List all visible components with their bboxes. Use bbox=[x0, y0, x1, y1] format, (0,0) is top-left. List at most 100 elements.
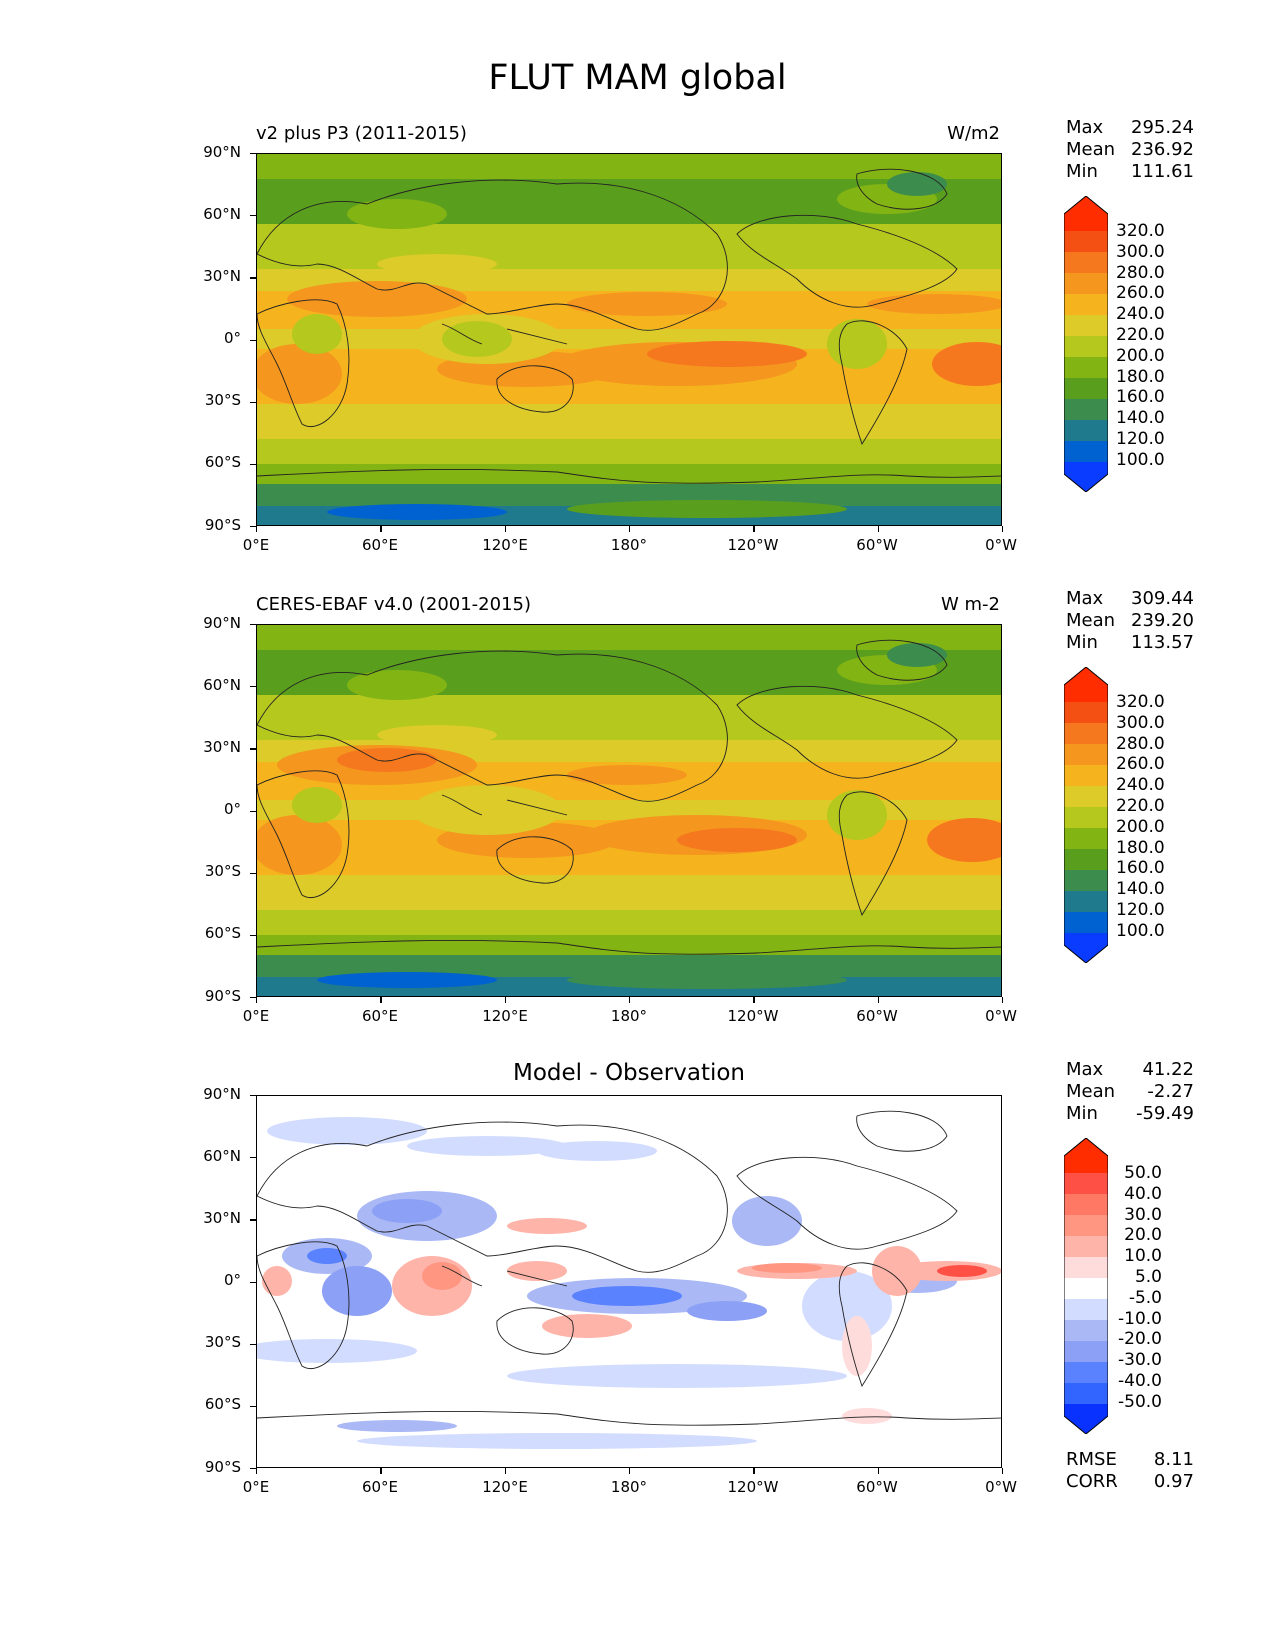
panel3-ytick-label: 30°N bbox=[203, 1209, 241, 1227]
colorbar-label: 280.0 bbox=[1116, 262, 1165, 283]
panel1-ytick-label: 30°S bbox=[204, 391, 241, 409]
x-tick-mark bbox=[380, 997, 382, 1003]
panel1-ytick-label: 0° bbox=[223, 329, 241, 347]
stat-label: Min bbox=[1066, 632, 1098, 653]
colorbar-label: 120.0 bbox=[1116, 428, 1165, 449]
colorbar-label: -50.0 bbox=[1118, 1391, 1162, 1412]
panel3-xtick-label: 120°W bbox=[727, 1478, 779, 1496]
colorbar-label: 120.0 bbox=[1116, 899, 1165, 920]
colorbar-label: 220.0 bbox=[1116, 324, 1165, 345]
y-tick-mark bbox=[250, 339, 256, 341]
y-tick-mark bbox=[250, 1281, 256, 1283]
x-tick-mark bbox=[753, 997, 755, 1003]
stat-label: Mean bbox=[1066, 610, 1116, 631]
colorbar-label: 300.0 bbox=[1116, 712, 1165, 733]
panel1-xtick-label: 120°W bbox=[727, 536, 779, 554]
x-tick-mark bbox=[1002, 526, 1004, 532]
stat-label: RMSE bbox=[1066, 1449, 1117, 1470]
panel3-ytick-label: 0° bbox=[223, 1271, 241, 1289]
panel1-colorbar-labels: 320.0 300.0 280.0 260.0 240.0 220.0 200.… bbox=[1116, 221, 1165, 471]
colorbar-label: 140.0 bbox=[1116, 879, 1165, 900]
stat-label: CORR bbox=[1066, 1471, 1118, 1492]
panel2-ytick-label: 0° bbox=[223, 800, 241, 818]
panel1-coastlines bbox=[257, 168, 1001, 484]
panel2-field bbox=[257, 625, 1001, 996]
stat-label: Min bbox=[1066, 161, 1098, 182]
panel1-ytick-label: 60°N bbox=[203, 205, 241, 223]
panel2-xtick-label: 0°E bbox=[242, 1007, 270, 1025]
stat-value: 41.22 bbox=[1142, 1059, 1194, 1080]
colorbar-label: -40.0 bbox=[1118, 1370, 1162, 1391]
stat-label: Max bbox=[1066, 1059, 1104, 1080]
x-tick-mark bbox=[753, 1468, 755, 1474]
panel3-ytick-label: 90°S bbox=[204, 1458, 241, 1476]
panel1-units: W/m2 bbox=[947, 123, 1000, 144]
y-tick-mark bbox=[250, 934, 256, 937]
panel3-colorbar-swatches bbox=[1064, 1138, 1108, 1434]
colorbar-label: 160.0 bbox=[1116, 387, 1165, 408]
stat-label: Min bbox=[1066, 1103, 1098, 1124]
colorbar-label: 100.0 bbox=[1116, 920, 1165, 941]
y-tick-mark bbox=[250, 1343, 256, 1345]
panel3-ytick-label: 30°S bbox=[204, 1333, 241, 1351]
colorbar-label: 280.0 bbox=[1116, 733, 1165, 754]
y-tick-mark bbox=[250, 215, 256, 217]
y-tick-mark bbox=[250, 810, 256, 812]
x-tick-mark bbox=[256, 997, 258, 1003]
stat-value: 0.97 bbox=[1153, 1471, 1194, 1492]
colorbar-label: 260.0 bbox=[1116, 283, 1165, 304]
panel2-colorbar bbox=[1064, 667, 1108, 963]
y-tick-mark bbox=[250, 526, 256, 528]
y-tick-mark bbox=[250, 1219, 256, 1221]
panel2-xtick-label: 120°W bbox=[727, 1007, 779, 1025]
panel2-left-title: CERES-EBAF v4.0 (2001-2015) bbox=[256, 594, 532, 615]
panel3-title: Model - Observation bbox=[512, 1060, 746, 1086]
x-tick-mark bbox=[877, 526, 879, 532]
y-tick-mark bbox=[250, 1157, 256, 1159]
panel1-ytick-label: 90°S bbox=[204, 516, 241, 534]
panel1-ytick-label: 30°N bbox=[203, 267, 241, 285]
panel3-xtick-label: 0°E bbox=[242, 1478, 270, 1496]
panel2-ytick-label: 30°N bbox=[203, 738, 241, 756]
x-tick-mark bbox=[877, 1468, 879, 1474]
y-tick-mark bbox=[250, 997, 256, 999]
stat-label: Mean bbox=[1066, 139, 1116, 160]
colorbar-label: -10.0 bbox=[1118, 1308, 1162, 1329]
x-tick-mark bbox=[256, 1468, 258, 1474]
stat-value: 309.44 bbox=[1131, 588, 1194, 609]
panel2-xtick-label: 60°E bbox=[361, 1007, 399, 1025]
y-tick-mark bbox=[250, 153, 256, 155]
panel3-xtick-label: 180° bbox=[610, 1478, 648, 1496]
panel1-xtick-label: 180° bbox=[610, 536, 648, 554]
stat-value: -2.27 bbox=[1147, 1081, 1194, 1102]
stat-value: 113.57 bbox=[1131, 632, 1194, 653]
panel1-stats: Max 295.24 Mean 236.92 Min 111.61 bbox=[1066, 117, 1194, 183]
stat-value: 111.61 bbox=[1131, 161, 1194, 182]
x-tick-mark bbox=[629, 997, 631, 1003]
stat-value: -59.49 bbox=[1135, 1103, 1194, 1124]
colorbar-label: 5.0 bbox=[1134, 1266, 1162, 1287]
panel2-xtick-label: 180° bbox=[610, 1007, 648, 1025]
x-tick-mark bbox=[504, 997, 506, 1003]
stat-value: 8.11 bbox=[1153, 1449, 1194, 1470]
panel3-ytick-label: 60°N bbox=[203, 1147, 241, 1165]
x-tick-mark bbox=[504, 526, 506, 532]
x-tick-mark bbox=[877, 997, 879, 1003]
colorbar-label: 100.0 bbox=[1116, 449, 1165, 470]
panel2-map bbox=[256, 624, 1002, 997]
x-tick-mark bbox=[1002, 997, 1004, 1003]
y-tick-mark bbox=[250, 1468, 256, 1470]
panel2-units: W m-2 bbox=[940, 594, 1000, 615]
y-tick-mark bbox=[250, 686, 256, 688]
panel1-xtick-label: 60°W bbox=[856, 536, 898, 554]
panel1-ytick-label: 90°N bbox=[203, 143, 241, 161]
panel3-coastlines bbox=[257, 1110, 1001, 1426]
panel1-ytick-label: 60°S bbox=[204, 453, 241, 471]
panel3-xtick-label: 120°E bbox=[482, 1478, 528, 1496]
panel1-xtick-label: 0°E bbox=[242, 536, 270, 554]
panel2-ytick-label: 30°S bbox=[204, 862, 241, 880]
colorbar-label: -30.0 bbox=[1118, 1350, 1162, 1371]
colorbar-label: 300.0 bbox=[1116, 241, 1165, 262]
panel1-field bbox=[257, 154, 1001, 525]
stat-label: Max bbox=[1066, 588, 1104, 609]
